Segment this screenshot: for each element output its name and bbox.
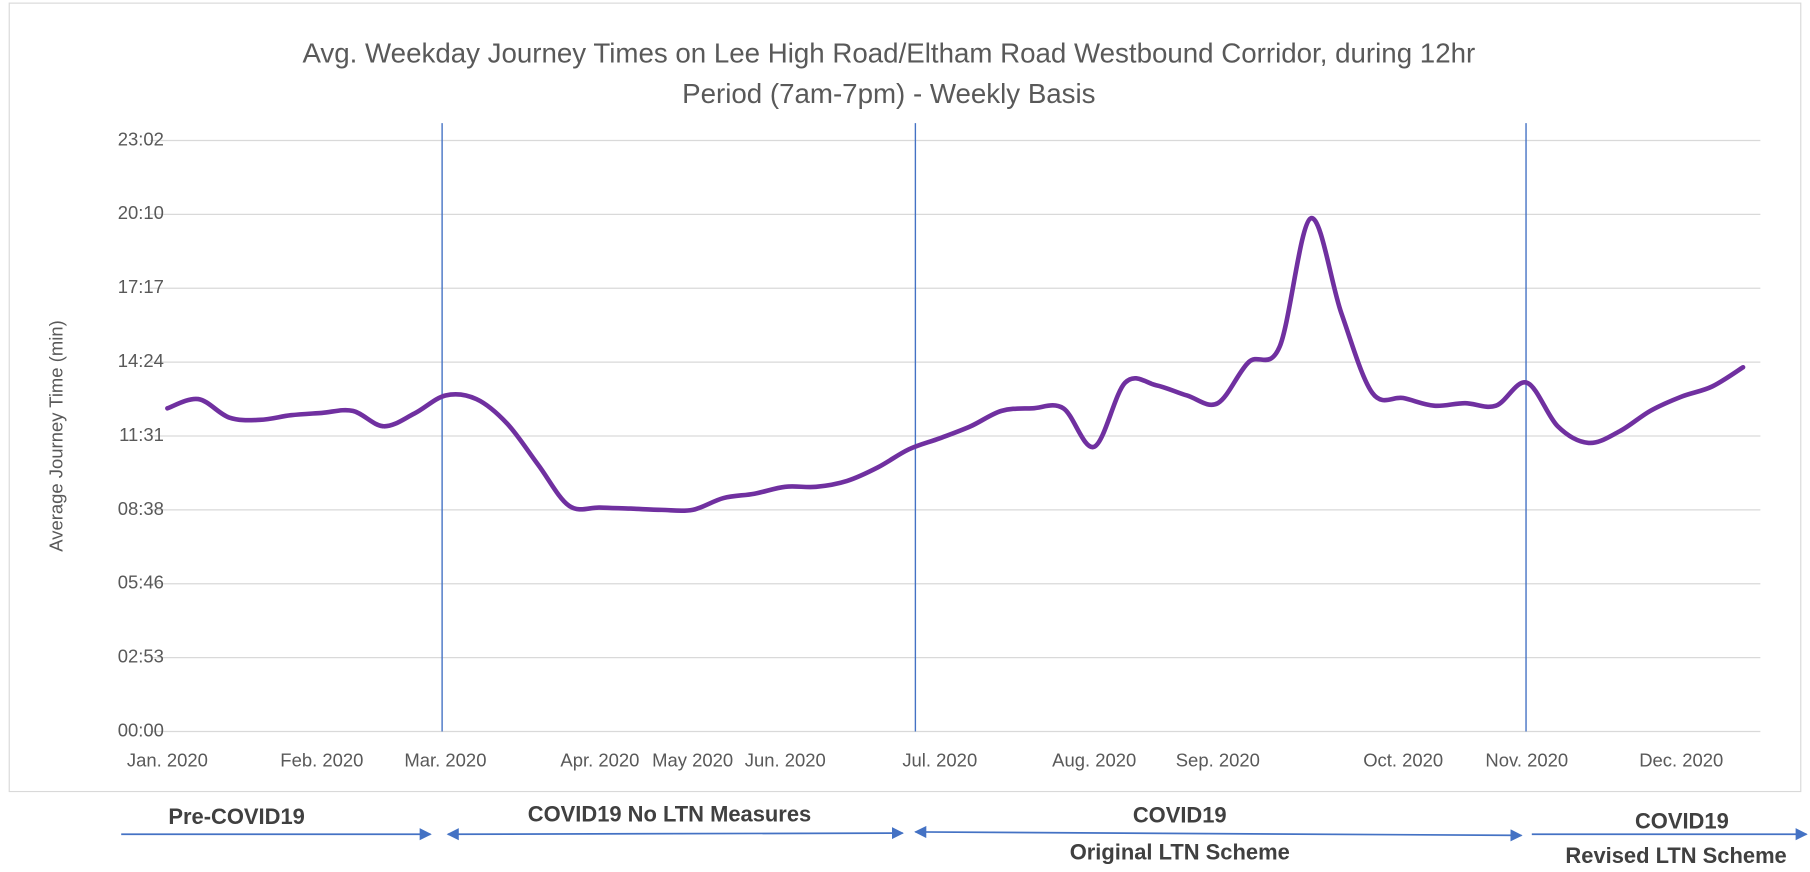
x-tick-label: Feb. 2020: [280, 749, 363, 770]
grid: 00:00 02:53 05:46 08:38 11:31 14:24 17:17 20:10…: [118, 128, 1761, 770]
period-label: COVID19: [1635, 808, 1729, 833]
period-dividers: [441, 123, 1527, 732]
plot: [165, 216, 1746, 514]
y-tick-label: 23:02: [118, 128, 164, 149]
period-arrow: [446, 827, 904, 841]
x-tick-label: Mar. 2020: [404, 749, 486, 770]
chart-title: Period (7am-7pm) - Weekly Basis: [682, 78, 1095, 109]
y-tick-label: 02:53: [118, 646, 164, 667]
y-tick-label: 08:38: [118, 498, 164, 519]
period-arrow: [914, 825, 1523, 842]
data-line: [165, 216, 1746, 514]
x-tick-label: Jun. 2020: [745, 749, 826, 770]
x-tick-label: Apr. 2020: [560, 749, 639, 770]
x-tick-label: Sep. 2020: [1176, 749, 1260, 770]
y-tick-label: 05:46: [118, 572, 164, 593]
x-tick-label: Oct. 2020: [1363, 749, 1443, 770]
chart-title: Avg. Weekday Journey Times on Lee High R…: [302, 37, 1475, 68]
period-label: Pre-COVID19: [168, 804, 304, 829]
period-label: COVID19: [1133, 803, 1227, 828]
y-axis-label: Average Journey Time (min): [46, 320, 67, 551]
chart-frame: [8, 2, 1802, 793]
x-tick-label: Nov. 2020: [1485, 749, 1568, 770]
period-label: Original LTN Scheme: [1070, 840, 1290, 865]
x-tick-label: Jan. 2020: [127, 749, 208, 770]
x-tick-label: Jul. 2020: [902, 749, 977, 770]
y-tick-label: 20:10: [118, 202, 164, 223]
y-tick-label: 17:17: [118, 276, 164, 297]
x-tick-label: May 2020: [652, 749, 733, 770]
x-tick-label: Aug. 2020: [1052, 749, 1136, 770]
y-tick-label: 11:31: [119, 424, 164, 445]
period-label: COVID19 No LTN Measures: [528, 802, 811, 827]
x-tick-label: Dec. 2020: [1639, 749, 1723, 770]
y-tick-label: 14:24: [118, 350, 164, 371]
y-tick-label: 00:00: [118, 719, 164, 740]
period-label: Revised LTN Scheme: [1565, 843, 1786, 868]
periods: Pre-COVID19 COVID19 No LTN Measures COVI…: [121, 802, 1808, 868]
